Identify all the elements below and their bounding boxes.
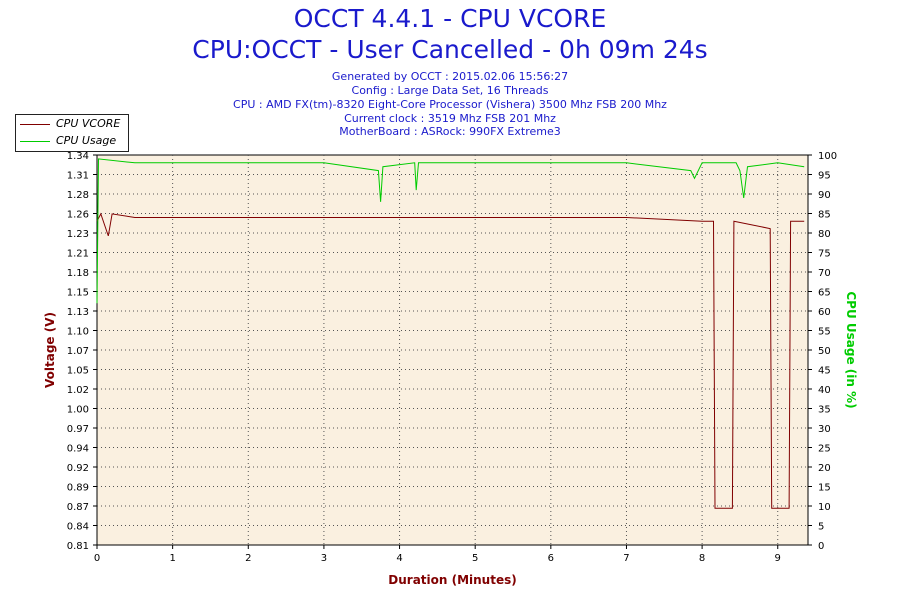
y-tick-label: 0.94 <box>67 444 89 455</box>
y2-tick-label: 20 <box>818 463 831 474</box>
y-tick-label: 1.21 <box>67 249 89 260</box>
info-current-clock: Current clock : 3519 Mhz FSB 201 Mhz <box>344 112 556 125</box>
x-tick-label: 1 <box>169 553 175 564</box>
y2-tick-label: 30 <box>818 424 831 435</box>
y2-tick-label: 100 <box>818 151 837 162</box>
legend-item-usage: CPU Usage <box>18 133 126 149</box>
y-tick-label: 1.23 <box>67 229 89 240</box>
info-config: Config : Large Data Set, 16 Threads <box>351 84 549 97</box>
y2-tick-label: 40 <box>818 385 831 396</box>
y2-tick-label: 60 <box>818 307 831 318</box>
y-axis-label: Voltage (V) <box>43 312 57 388</box>
y2-tick-label: 25 <box>818 444 831 455</box>
x-tick-label: 9 <box>775 553 781 564</box>
y-tick-label: 0.84 <box>67 522 89 533</box>
y2-tick-label: 85 <box>818 210 831 221</box>
y2-tick-label: 70 <box>818 268 831 279</box>
y-tick-label: 0.92 <box>67 463 89 474</box>
y-tick-label: 1.02 <box>67 385 89 396</box>
legend-swatch-vcore <box>20 124 50 125</box>
y2-tick-label: 45 <box>818 366 831 377</box>
y2-tick-label: 75 <box>818 249 831 260</box>
y-tick-label: 1.18 <box>67 268 89 279</box>
info-motherboard: MotherBoard : ASRock: 990FX Extreme3 <box>339 125 561 138</box>
x-tick-label: 7 <box>623 553 629 564</box>
y-tick-label: 1.00 <box>67 405 89 416</box>
y-tick-label: 1.07 <box>67 346 89 357</box>
legend-label-vcore: CPU VCORE <box>56 117 121 130</box>
series-line-vcore <box>96 212 805 509</box>
x-tick-label: 6 <box>548 553 554 564</box>
y2-tick-label: 55 <box>818 327 831 338</box>
x-axis-label: Duration (Minutes) <box>388 573 516 587</box>
y2-tick-label: 15 <box>818 483 831 494</box>
x-tick-label: 2 <box>245 553 251 564</box>
y-tick-label: 1.26 <box>67 210 89 221</box>
y2-tick-label: 80 <box>818 229 831 240</box>
info-cpu: CPU : AMD FX(tm)-8320 Eight-Core Process… <box>233 98 667 111</box>
x-tick-label: 3 <box>321 553 327 564</box>
y2-tick-label: 90 <box>818 190 831 201</box>
y-tick-label: 0.81 <box>67 541 89 552</box>
series-line-usage <box>96 158 805 304</box>
y2-tick-label: 95 <box>818 171 831 182</box>
y2-axis-label: CPU Usage (in %) <box>844 291 858 408</box>
chart-subtitle: CPU:OCCT - User Cancelled - 0h 09m 24s <box>192 35 708 64</box>
y-tick-label: 1.28 <box>67 190 89 201</box>
y-tick-label: 1.15 <box>67 288 89 299</box>
chart-legend: CPU VCORE CPU Usage <box>15 114 129 152</box>
chart-title: OCCT 4.4.1 - CPU VCORE <box>293 4 607 33</box>
x-tick-label: 8 <box>699 553 705 564</box>
y2-tick-label: 50 <box>818 346 831 357</box>
y2-tick-label: 5 <box>818 522 824 533</box>
y-tick-label: 1.34 <box>67 151 89 162</box>
x-tick-label: 0 <box>94 553 100 564</box>
y2-tick-label: 10 <box>818 502 831 513</box>
x-tick-label: 5 <box>472 553 478 564</box>
info-generated: Generated by OCCT : 2015.02.06 15:56:27 <box>331 70 569 83</box>
legend-item-vcore: CPU VCORE <box>18 116 126 132</box>
y-tick-label: 0.89 <box>67 483 89 494</box>
y-tick-label: 0.87 <box>67 502 89 513</box>
y-tick-label: 1.31 <box>67 171 89 182</box>
y2-tick-label: 65 <box>818 288 831 299</box>
y-tick-label: 1.10 <box>67 327 89 338</box>
y2-tick-label: 0 <box>818 541 824 552</box>
legend-swatch-usage <box>20 141 50 142</box>
y-tick-label: 0.97 <box>67 424 89 435</box>
y2-tick-label: 35 <box>818 405 831 416</box>
legend-label-usage: CPU Usage <box>56 134 117 147</box>
x-tick-label: 4 <box>396 553 402 564</box>
y-tick-label: 1.05 <box>67 366 89 377</box>
y-tick-label: 1.13 <box>67 307 89 318</box>
